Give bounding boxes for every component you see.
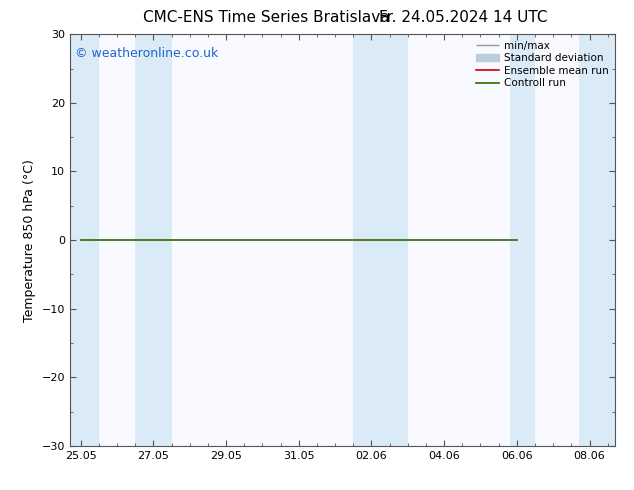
Bar — [135, 34, 172, 446]
Text: © weatheronline.co.uk: © weatheronline.co.uk — [75, 47, 219, 60]
Bar — [353, 34, 408, 446]
Legend: min/max, Standard deviation, Ensemble mean run, Controll run: min/max, Standard deviation, Ensemble me… — [472, 36, 613, 93]
Bar — [70, 34, 99, 446]
Text: CMC-ENS Time Series Bratislava: CMC-ENS Time Series Bratislava — [143, 10, 389, 25]
Bar — [579, 34, 615, 446]
Bar — [510, 34, 535, 446]
Text: Fr. 24.05.2024 14 UTC: Fr. 24.05.2024 14 UTC — [378, 10, 547, 25]
Y-axis label: Temperature 850 hPa (°C): Temperature 850 hPa (°C) — [23, 159, 36, 321]
